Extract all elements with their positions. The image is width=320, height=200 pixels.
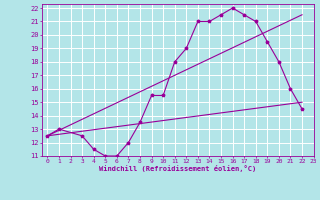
X-axis label: Windchill (Refroidissement éolien,°C): Windchill (Refroidissement éolien,°C): [99, 165, 256, 172]
